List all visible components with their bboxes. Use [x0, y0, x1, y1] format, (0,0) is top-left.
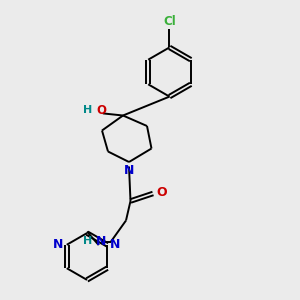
Text: N: N	[124, 164, 134, 177]
Text: O: O	[156, 186, 166, 200]
Text: N: N	[110, 238, 121, 251]
Text: Cl: Cl	[163, 15, 176, 28]
Text: H: H	[83, 105, 92, 116]
Text: N: N	[96, 235, 107, 248]
Text: H: H	[83, 236, 92, 246]
Text: N: N	[53, 238, 64, 251]
Text: O: O	[96, 104, 106, 117]
